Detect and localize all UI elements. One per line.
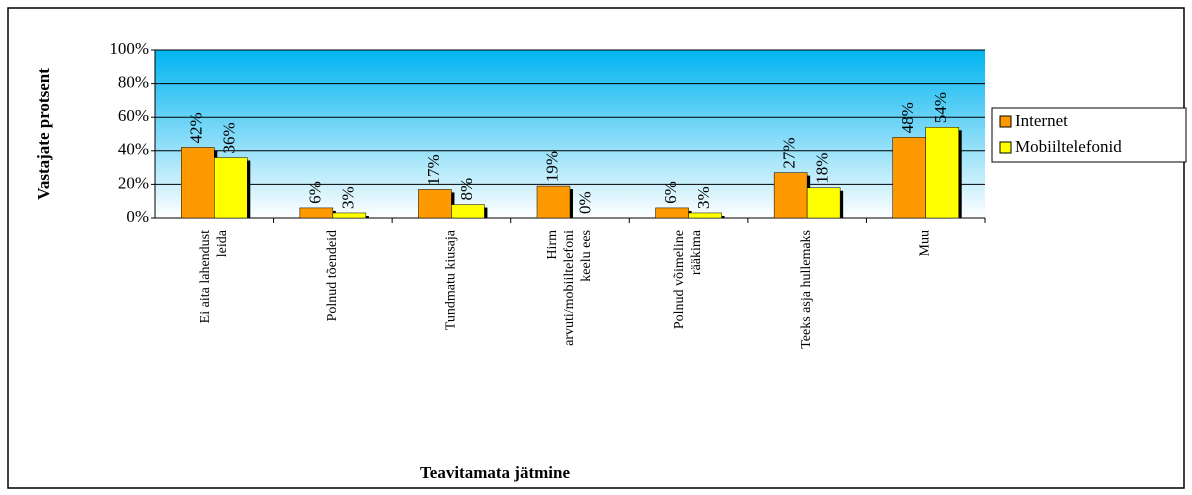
bar xyxy=(688,212,722,219)
x-tick-label: Polnud tõendeid xyxy=(325,230,340,321)
y-tick-label: 20% xyxy=(118,173,149,192)
legend-label: Internet xyxy=(1015,111,1068,130)
bar xyxy=(655,207,689,219)
value-label: 8% xyxy=(457,178,476,201)
value-label: 54% xyxy=(931,92,950,123)
x-tick-label-line: rääkima xyxy=(689,229,704,275)
bar xyxy=(806,187,841,219)
bar xyxy=(214,157,248,219)
bar xyxy=(925,127,959,219)
y-tick-label: 100% xyxy=(109,39,149,58)
value-label: 3% xyxy=(338,186,357,209)
legend-swatch xyxy=(999,141,1012,154)
x-tick-label: Polnud võimeline rääkima xyxy=(672,229,704,329)
x-tick-label-line: arvuti/mobiiltelefoni xyxy=(562,230,577,346)
x-tick-label-line: leida xyxy=(215,229,230,257)
bar xyxy=(451,204,485,219)
bar xyxy=(536,185,571,219)
value-label: 19% xyxy=(542,151,561,182)
bar xyxy=(892,137,926,219)
bar xyxy=(299,207,334,219)
value-label: 42% xyxy=(187,112,206,143)
y-tick-label: 80% xyxy=(118,73,149,92)
x-tick-label: Tundmatu kiusaja xyxy=(444,229,459,330)
legend-box xyxy=(991,107,1187,163)
x-tick-label-line: Teeks asja hullemaks xyxy=(799,230,814,349)
x-tick-label-line: Polnud võimeline xyxy=(672,230,687,329)
value-label: 3% xyxy=(694,186,713,209)
legend-swatch xyxy=(999,115,1012,128)
bar xyxy=(181,147,215,219)
value-label: 48% xyxy=(898,102,917,133)
x-tick-label: Teeks asja hullemaks xyxy=(799,230,814,349)
x-tick-label: Ei aita lahendust leida xyxy=(198,229,230,323)
value-label: 0% xyxy=(575,191,594,214)
value-label: 36% xyxy=(220,122,239,153)
value-label: 27% xyxy=(780,137,799,168)
value-label: 17% xyxy=(424,154,443,185)
x-axis-title: Teavitamata jätmine xyxy=(420,463,570,482)
x-tick-label-line: Hirm xyxy=(545,230,560,260)
x-tick-label-line: Polnud tõendeid xyxy=(325,230,340,321)
x-tick-label-line: Muu xyxy=(918,230,933,256)
value-label: 6% xyxy=(661,181,680,204)
x-tick-label-line: keelu ees xyxy=(579,230,594,282)
y-axis-title: Vastajate protsent xyxy=(34,68,53,200)
x-tick-label: Hirm arvuti/mobiiltelefoni keelu ees xyxy=(545,230,594,346)
y-tick-label: 40% xyxy=(118,140,149,159)
x-tick-label: Muu xyxy=(918,230,933,256)
value-label: 6% xyxy=(305,181,324,204)
y-tick-label: 0% xyxy=(126,207,149,226)
value-label: 18% xyxy=(813,153,832,184)
y-tick-label: 60% xyxy=(118,106,149,125)
bar xyxy=(418,189,452,219)
x-tick-label-line: Ei aita lahendust xyxy=(198,230,213,323)
legend-label: Mobiiltelefonid xyxy=(1015,137,1122,156)
x-tick-label-line: Tundmatu kiusaja xyxy=(444,229,459,330)
bar xyxy=(773,172,808,219)
bar xyxy=(332,212,367,219)
